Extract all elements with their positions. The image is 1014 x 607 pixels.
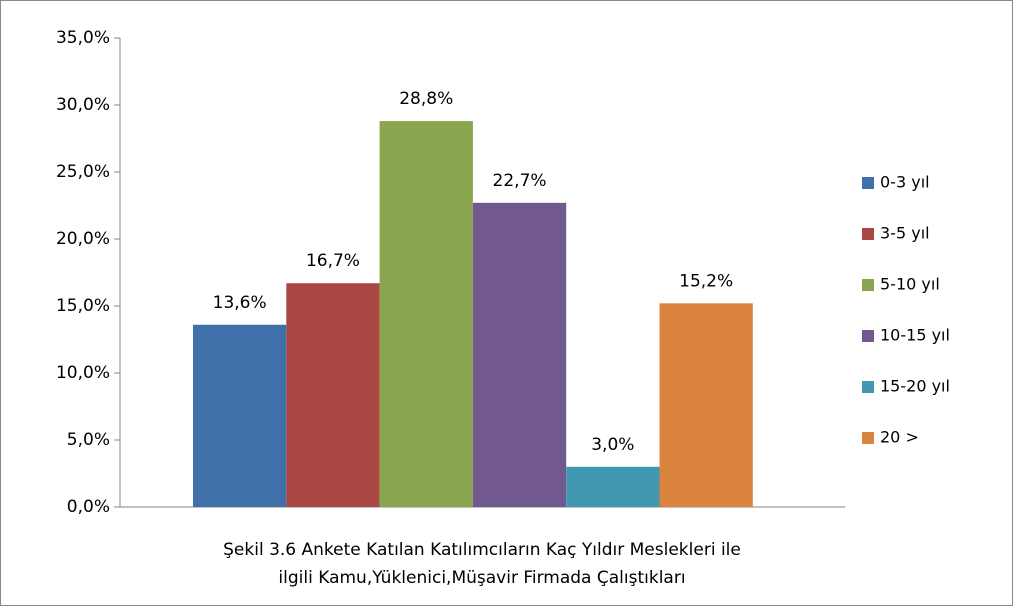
bar	[286, 283, 380, 507]
legend-label: 10-15 yıl	[880, 326, 950, 345]
bar	[659, 303, 753, 507]
legend-swatch	[862, 177, 874, 189]
data-label: 22,7%	[493, 171, 547, 191]
y-tick-label: 0,0%	[67, 497, 110, 517]
legend-label: 0-3 yıl	[880, 173, 930, 192]
y-tick-label: 25,0%	[56, 162, 110, 182]
data-label: 16,7%	[306, 251, 360, 271]
data-label: 28,8%	[399, 89, 453, 109]
legend-swatch	[862, 432, 874, 444]
y-tick-label: 10,0%	[56, 363, 110, 383]
legend-swatch	[862, 330, 874, 342]
legend-swatch	[862, 228, 874, 240]
legend-label: 5-10 yıl	[880, 275, 940, 294]
data-label: 3,0%	[591, 435, 634, 455]
legend-swatch	[862, 381, 874, 393]
y-tick-label: 30,0%	[56, 95, 110, 115]
data-label: 13,6%	[213, 293, 267, 313]
legend-swatch	[862, 279, 874, 291]
y-tick-label: 20,0%	[56, 229, 110, 249]
bar	[566, 466, 660, 507]
y-tick-label: 35,0%	[56, 28, 110, 48]
bar	[379, 121, 473, 507]
bar	[193, 324, 287, 507]
bar	[472, 202, 567, 507]
x-axis-label: Şekil 3.6 Ankete Katılan Katılımcıların …	[223, 540, 741, 560]
legend-label: 15-20 yıl	[880, 377, 950, 396]
legend-label: 3-5 yıl	[880, 224, 930, 243]
y-tick-label: 15,0%	[56, 296, 110, 316]
data-label: 15,2%	[679, 271, 733, 291]
y-tick-label: 5,0%	[67, 430, 110, 450]
legend-label: 20 >	[880, 428, 919, 447]
x-axis-label: ilgili Kamu,Yüklenici,Müşavir Firmada Ça…	[278, 568, 685, 588]
legend: 0-3 yıl 3-5 yıl 5-10 yıl 10-15 yıl 15-20 yıl…	[862, 173, 950, 447]
